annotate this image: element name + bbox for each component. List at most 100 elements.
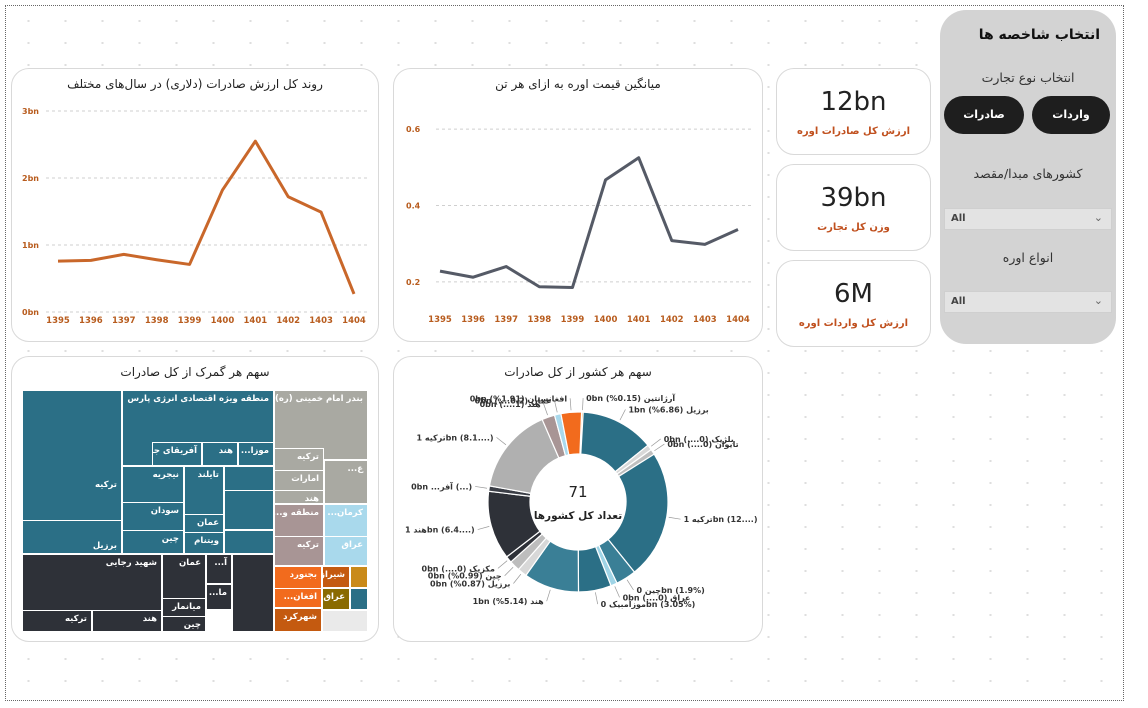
- treemap-label: منطقه ویژه اقتصادی انرژی پارس: [127, 394, 269, 404]
- treemap-label: هند: [142, 614, 157, 624]
- y-tick-label: 1bn: [22, 241, 39, 250]
- kpi-card-export-value[interactable]: 12bn ارزش کل صادرات اوره: [776, 68, 931, 155]
- x-tick-label: 1395: [46, 316, 70, 326]
- treemap-cell-ma[interactable]: ...ما: [206, 584, 232, 610]
- ore-types-dropdown[interactable]: All ⌄: [944, 291, 1112, 313]
- treemap-cell[interactable]: [224, 530, 274, 554]
- countries-dropdown[interactable]: All ⌄: [944, 208, 1112, 230]
- countries-label: کشورهای مبدا/مقصد: [973, 166, 1083, 181]
- treemap-cell-a1[interactable]: ...آ: [206, 554, 232, 584]
- leader-line: [496, 437, 507, 446]
- treemap-label: نیجریه: [152, 470, 179, 480]
- treemap-cell[interactable]: [232, 554, 274, 632]
- slice-label: 0bn مکزیک (0....): [422, 564, 495, 573]
- leader-line: [582, 398, 584, 411]
- treemap-label: تایلند: [197, 470, 219, 480]
- leader-line: [619, 409, 626, 421]
- slice-label: 0bn آرژانتین (0.15%): [586, 393, 675, 403]
- treemap-cell-turkey4[interactable]: ترکیه: [22, 610, 92, 632]
- leader-line: [504, 566, 514, 576]
- x-tick-label: 1397: [494, 315, 518, 325]
- treemap-cell[interactable]: [350, 588, 368, 610]
- leader-line: [497, 560, 508, 569]
- treemap-label: ...آ: [214, 558, 227, 568]
- y-tick-label: 2bn: [22, 174, 39, 183]
- treemap-cell-shiraz[interactable]: شیراز: [322, 566, 350, 588]
- treemap-cell-india2[interactable]: هند: [274, 490, 324, 504]
- treemap-cell[interactable]: [224, 490, 274, 530]
- treemap-label: ...موزا: [240, 446, 269, 456]
- kpi-card-import-value[interactable]: 6M ارزش کل واردات اوره: [776, 260, 931, 347]
- treemap-cell-iraq1[interactable]: عراق: [324, 536, 368, 566]
- leader-line: [614, 586, 620, 598]
- y-tick-label: 3bn: [22, 107, 39, 116]
- series-line: [439, 156, 739, 290]
- slice-label: 0bn ...آفر (...): [411, 481, 472, 491]
- treemap-label: چین: [161, 534, 179, 544]
- x-tick-label: 1398: [527, 315, 551, 325]
- treemap-cell-china1[interactable]: چین: [122, 530, 184, 554]
- slice-label: 1bn برزیل (6.86%): [628, 405, 708, 414]
- treemap-cell-iraq2[interactable]: عراق: [322, 588, 350, 610]
- x-tick-label: 1402: [660, 315, 684, 325]
- x-tick-label: 1397: [112, 316, 136, 326]
- treemap-label: هند: [304, 494, 319, 504]
- customs-share-card[interactable]: سهم هر گمرک از کل صادرات ترکیه منطقه ویژه…: [11, 356, 379, 642]
- treemap-cell-ain[interactable]: ...ع: [324, 460, 368, 504]
- chart-title: سهم هر کشور از کل صادرات: [504, 365, 652, 379]
- treemap-label: ...آفریقای جنو: [153, 446, 197, 456]
- treemap-cell-china2[interactable]: چین: [162, 616, 206, 632]
- treemap-cell-india3[interactable]: هند: [92, 610, 162, 632]
- treemap-cell-turkey3[interactable]: ترکیه: [274, 536, 324, 566]
- country-share-card[interactable]: سهم هر کشور از کل صادرات 0bn آرژانتین (0…: [393, 356, 763, 642]
- treemap-label: ترکیه: [296, 452, 319, 462]
- kpi-value: 12bn: [820, 87, 887, 117]
- treemap-cell-shahrekord[interactable]: شهرکرد: [274, 608, 322, 632]
- treemap-cell-brazil1[interactable]: برزیل: [22, 520, 122, 554]
- slice-label: 0bn بلژیک (0....): [664, 435, 734, 444]
- treemap-cell-mozam[interactable]: ...موزا: [238, 442, 274, 466]
- slice-label: ترکیه 1bn (8.1....): [417, 433, 494, 442]
- slice-label: 0bn عراق (0....): [623, 593, 691, 602]
- avg-price-line-chart: 0.2 0.4 0.6 1395 1396 1397 1398 1399 1400 1401 140…: [406, 125, 752, 325]
- center-value: 71: [568, 483, 587, 501]
- treemap-label: عمان: [179, 558, 201, 568]
- chevron-down-icon: ⌄: [1093, 294, 1103, 307]
- leader-line: [569, 398, 572, 411]
- treemap-label: هند: [218, 446, 233, 456]
- treemap-label: امارات: [291, 474, 319, 484]
- treemap-cell-africa[interactable]: ...آفریقای جنو: [152, 442, 202, 466]
- leader-line: [668, 516, 681, 520]
- slice-label: 0bn عمان (0.2....): [475, 397, 552, 406]
- exports-button[interactable]: صادرات: [944, 96, 1024, 134]
- avg-price-trend-card[interactable]: میانگین قیمت اوره به ازای هر تن 0.2 0.4 0.…: [393, 68, 763, 342]
- treemap-label: ...منطقه و: [275, 508, 319, 518]
- treemap-label: ترکیه: [94, 480, 117, 490]
- treemap-cell-afghan[interactable]: ...افغان: [274, 588, 322, 608]
- ore-types-label: انواع اوره: [1002, 250, 1054, 265]
- y-tick-label: 0.6: [406, 125, 421, 134]
- x-tick-label: 1399: [178, 316, 202, 326]
- slice-label: موزامبیک 0bn (3.05%): [601, 600, 696, 609]
- slice-label: هند 1bn (6.4....): [405, 526, 475, 535]
- treemap-label: ترکیه: [64, 614, 87, 624]
- imports-button[interactable]: واردات: [1032, 96, 1110, 134]
- countries-dropdown-value: All: [951, 213, 966, 224]
- x-tick-label: 1401: [243, 316, 267, 326]
- treemap-label: ویتنام: [194, 536, 219, 546]
- x-tick-label: 1404: [342, 316, 366, 326]
- slice-label: 1bn هند (5.14%): [473, 597, 545, 606]
- chart-title: روند کل ارزش صادرات (دلاری) در سال‌های م…: [67, 77, 323, 91]
- treemap-cell[interactable]: [322, 610, 368, 632]
- kpi-card-trade-weight[interactable]: 39bn وزن کل تجارت: [776, 164, 931, 251]
- leader-line: [626, 579, 634, 591]
- series-line: [57, 139, 356, 295]
- treemap-label: عمان: [197, 518, 219, 528]
- treemap-cell[interactable]: [350, 566, 368, 588]
- treemap-cell-india1[interactable]: هند: [202, 442, 238, 466]
- leader-line: [546, 589, 551, 602]
- x-tick-label: 1401: [627, 315, 651, 325]
- treemap-cell-vietnam[interactable]: ویتنام: [184, 532, 224, 554]
- slice-label: 0bn هند (1....): [480, 400, 542, 409]
- export-value-trend-card[interactable]: روند کل ارزش صادرات (دلاری) در سال‌های م…: [11, 68, 379, 342]
